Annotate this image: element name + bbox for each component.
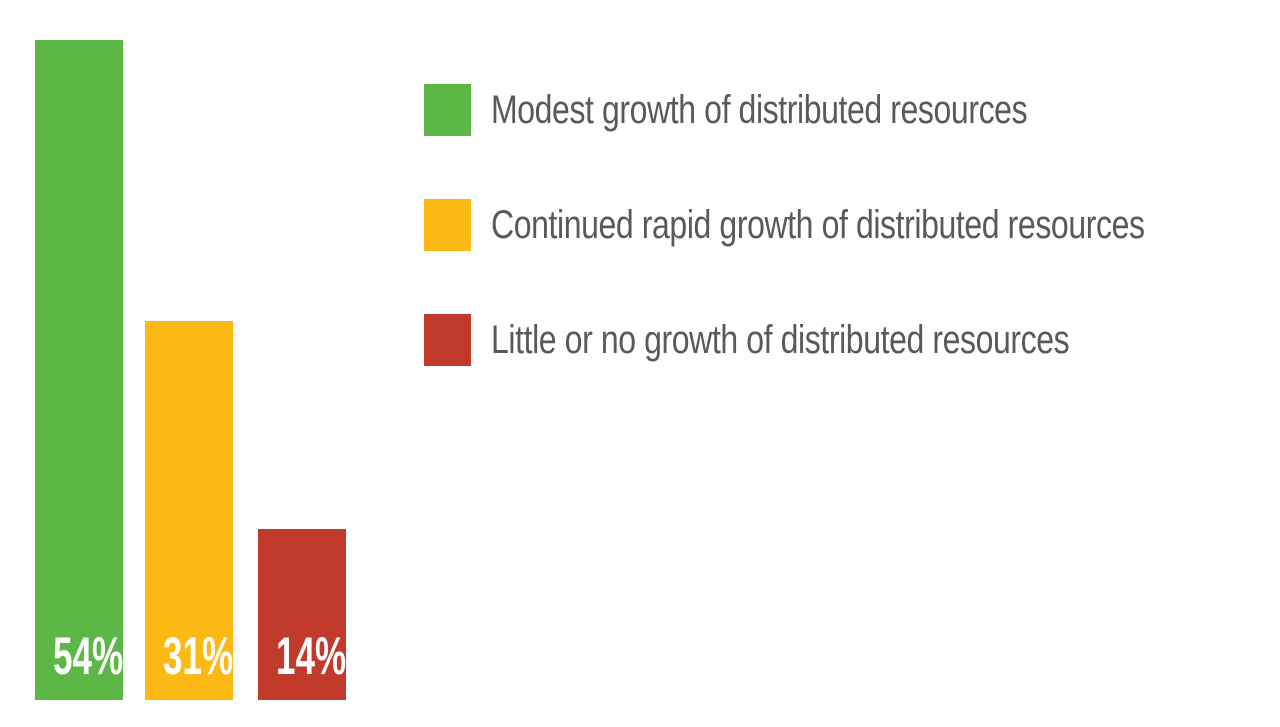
bar-value-text: 14% [276, 627, 347, 686]
legend-swatch-red [424, 314, 471, 366]
legend-item-little-or-no-growth: Little or no growth of distributed resou… [424, 314, 1280, 366]
bar-value-label: 14% [258, 630, 346, 683]
bar-value-label: 31% [145, 630, 233, 683]
legend-label-text: Continued rapid growth of distributed re… [491, 203, 1145, 247]
legend-item-continued-rapid-growth: Continued rapid growth of distributed re… [424, 199, 1280, 251]
legend-label: Continued rapid growth of distributed re… [491, 205, 1280, 245]
bar-little-or-no-growth: 14% [258, 529, 346, 700]
legend-label: Little or no growth of distributed resou… [491, 320, 1214, 360]
bar-value-label: 54% [35, 630, 123, 683]
bar-continued-rapid-growth: 31% [145, 321, 233, 700]
bar-value-text: 31% [163, 627, 234, 686]
bar-modest-growth: 54% [35, 40, 123, 700]
legend: Modest growth of distributed resources C… [424, 84, 1280, 429]
legend-label: Modest growth of distributed resources [491, 90, 1161, 130]
plot-area: 54% 31% 14% [35, 40, 380, 700]
legend-label-text: Modest growth of distributed resources [491, 88, 1028, 132]
legend-swatch-yellow [424, 199, 471, 251]
legend-label-text: Little or no growth of distributed resou… [491, 318, 1070, 362]
legend-item-modest-growth: Modest growth of distributed resources [424, 84, 1280, 136]
bar-value-text: 54% [53, 627, 124, 686]
legend-swatch-green [424, 84, 471, 136]
